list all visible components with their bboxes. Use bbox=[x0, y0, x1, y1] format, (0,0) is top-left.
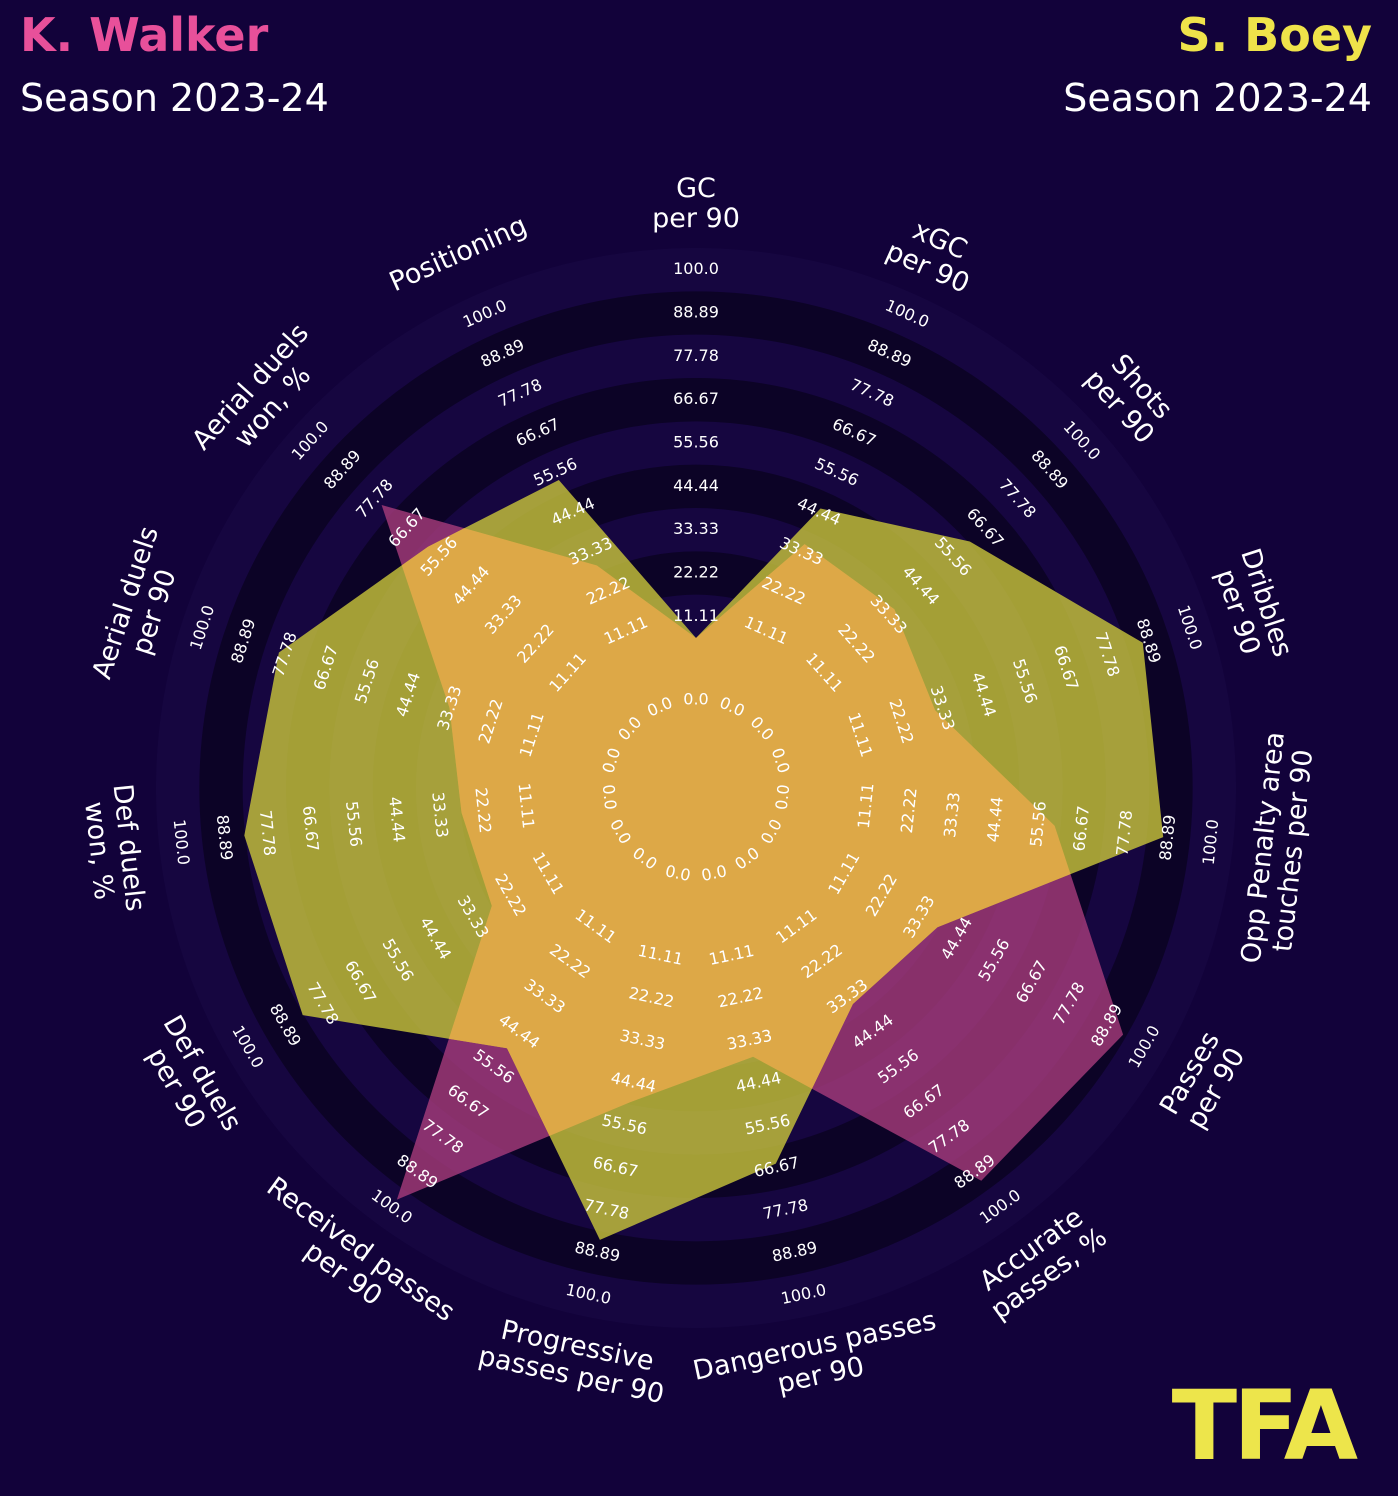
radar-tick-label: 88.89 bbox=[673, 303, 719, 322]
radar-tick-label: 0.0 bbox=[700, 861, 729, 885]
radar-tick-label: 100.0 bbox=[673, 259, 719, 278]
radar-tick-label: 77.78 bbox=[673, 346, 719, 365]
radar-tick-label: 0.0 bbox=[599, 783, 621, 810]
radar-tick-label: 22.22 bbox=[673, 563, 719, 582]
radar-tick-label: 44.44 bbox=[983, 796, 1007, 844]
radar-axis-label: xGCper 90 bbox=[881, 208, 986, 299]
radar-tick-label: 11.11 bbox=[673, 606, 719, 625]
radar-tick-label: 22.22 bbox=[471, 787, 495, 835]
player1-name: K. Walker bbox=[20, 8, 269, 62]
radar-tick-label: 55.56 bbox=[673, 433, 719, 452]
radar-tick-label: 11.11 bbox=[854, 782, 878, 830]
radar-axis-label: GC per 90 bbox=[652, 173, 740, 234]
radar-axis-label: Def duelswon, % bbox=[77, 782, 151, 916]
radar-tick-label: 33.33 bbox=[940, 791, 964, 839]
player2-name: S. Boey bbox=[1177, 8, 1372, 62]
radar-tick-label: 100.0 bbox=[1199, 818, 1223, 866]
radar-tick-label: 33.33 bbox=[428, 791, 452, 839]
radar-tick-label: 66.67 bbox=[299, 805, 323, 853]
radar-polygons bbox=[244, 480, 1164, 1240]
radar-tick-label: 55.56 bbox=[1026, 800, 1050, 848]
radar-tick-label: 11.11 bbox=[514, 782, 538, 830]
radar-tick-label: 88.89 bbox=[1156, 814, 1180, 862]
tfa-logo: TFA bbox=[1171, 1370, 1358, 1482]
radar-tick-label: 0.0 bbox=[683, 690, 708, 709]
radar-tick-label: 77.78 bbox=[256, 809, 280, 857]
radar-tick-label: 66.67 bbox=[673, 389, 719, 408]
radar-tick-label: 44.44 bbox=[673, 476, 719, 495]
radar-tick-label: 100.0 bbox=[170, 818, 194, 866]
radar-tick-label: 22.22 bbox=[897, 787, 921, 835]
radar-axis-label: Opp Penalty areatouches per 90 bbox=[1236, 730, 1321, 968]
radar-tick-label: 66.67 bbox=[1069, 805, 1093, 853]
radar-tick-label: 44.44 bbox=[385, 796, 409, 844]
radar-axis-label: Progressivepasses per 90 bbox=[476, 1311, 673, 1410]
radar-tick-label: 0.0 bbox=[663, 861, 692, 885]
player2-season: Season 2023-24 bbox=[1063, 76, 1372, 120]
radar-tick-label: 88.89 bbox=[213, 814, 237, 862]
radar-tick-label: 55.56 bbox=[342, 800, 366, 848]
radar-tick-label: 0.0 bbox=[772, 783, 794, 810]
player1-season: Season 2023-24 bbox=[20, 76, 329, 120]
radar-axis-label: Dribblesper 90 bbox=[1206, 545, 1299, 670]
radar-tick-label: 77.78 bbox=[1112, 809, 1136, 857]
radar-tick-label: 33.33 bbox=[673, 519, 719, 538]
